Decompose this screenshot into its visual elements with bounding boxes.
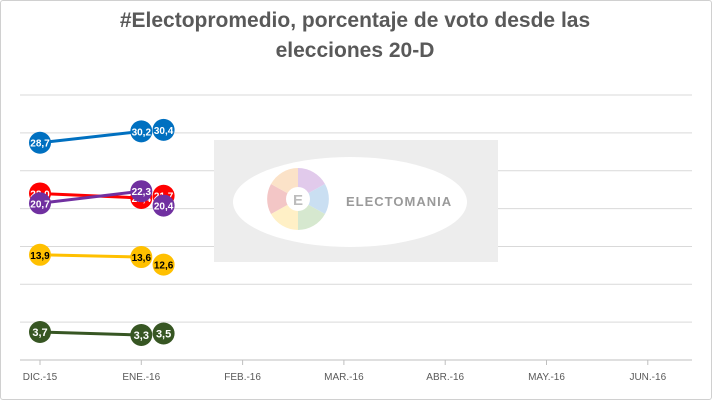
data-point-marker	[29, 320, 51, 343]
x-tick-label: ENE.-16	[122, 372, 160, 383]
data-label: 3,3	[134, 330, 149, 342]
x-tick-label: MAY.-16	[528, 372, 565, 383]
x-axis: DIC.-15 ENE.-16 FEB.-16 MAR.-16 ABR.-16 MAY.-…	[20, 359, 692, 383]
electomania-watermark: E ELECTOMANIA	[214, 140, 498, 262]
x-tick-label: FEB.-16	[224, 372, 261, 383]
data-label: 20,7	[30, 199, 50, 210]
x-tick-label: DIC.-15	[23, 372, 58, 383]
chart-title-line-1: #Electopromedio, porcentaje de voto desd…	[119, 9, 591, 32]
data-point-marker	[152, 253, 175, 276]
data-point-marker	[130, 246, 153, 269]
data-point: 28,7	[29, 131, 51, 154]
data-label: 12,6	[154, 261, 174, 272]
data-point: 3,5	[152, 322, 175, 345]
watermark-text: ELECTOMANIA	[346, 194, 452, 209]
data-label: 13,6	[132, 253, 152, 264]
series-line	[39, 191, 142, 200]
data-label: 30,2	[132, 127, 152, 138]
data-point: 30,4	[152, 118, 175, 141]
series-line	[39, 253, 142, 259]
data-point-marker	[29, 243, 51, 266]
electomania-logo-icon: E	[267, 168, 329, 230]
series-line	[39, 189, 142, 205]
data-point: 20,7	[29, 192, 51, 215]
data-point: 13,6	[130, 246, 153, 269]
data-label: 13,9	[30, 251, 50, 262]
data-point: 13,9	[29, 243, 51, 266]
x-tick-label: JUN.-16	[629, 372, 666, 383]
data-point: 12,6	[152, 253, 175, 276]
data-point-marker	[152, 194, 175, 217]
x-tick-label: MAR.-16	[324, 372, 364, 383]
data-point-marker	[29, 192, 51, 215]
chart-title: #Electopromedio, porcentaje de voto desd…	[60, 6, 650, 66]
x-tick-label: ABR.-16	[426, 372, 464, 383]
data-label: 20,4	[154, 202, 174, 213]
series-points: 28,730,230,422,021,421,720,722,320,413,9…	[29, 118, 175, 347]
data-label: 22,3	[132, 187, 152, 198]
data-point-marker	[130, 180, 153, 203]
data-point: 22,3	[130, 180, 153, 203]
data-point: 30,2	[130, 120, 153, 143]
series-line	[39, 330, 142, 337]
data-point: 3,3	[130, 324, 153, 347]
data-label: 3,5	[156, 329, 171, 341]
series-lines	[39, 129, 142, 337]
data-label: 28,7	[30, 139, 50, 150]
data-point: 20,4	[152, 194, 175, 217]
chart-title-line-2: elecciones 20-D	[275, 39, 435, 62]
data-label: 3,7	[32, 327, 47, 339]
data-point: 3,7	[29, 320, 51, 343]
data-point-marker	[130, 120, 153, 143]
data-point-marker	[152, 118, 175, 141]
data-label: 30,4	[154, 126, 174, 137]
series-line	[39, 129, 142, 145]
data-point-marker	[152, 322, 175, 345]
data-point-marker	[29, 131, 51, 154]
svg-text:E: E	[293, 192, 303, 209]
data-point-marker	[130, 324, 153, 347]
